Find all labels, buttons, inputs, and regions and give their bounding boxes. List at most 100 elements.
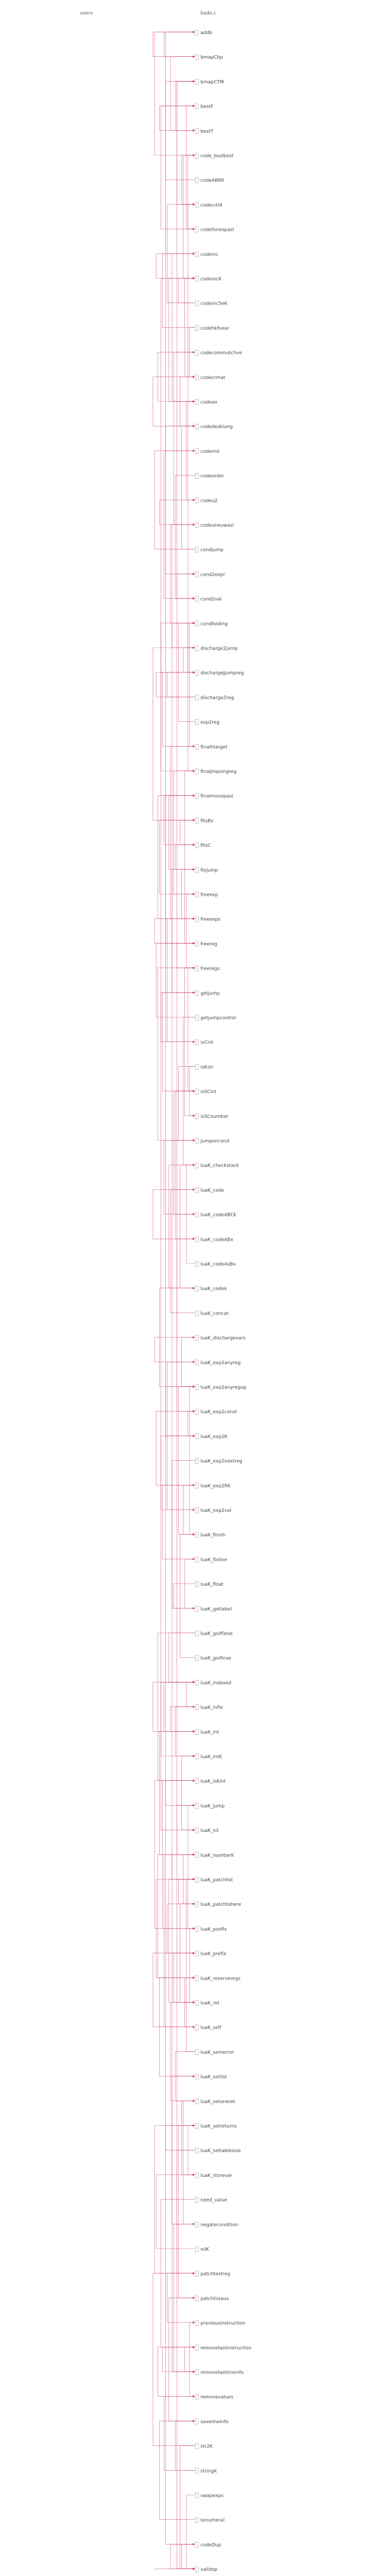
function-node-box[interactable] [195, 78, 199, 85]
function-node[interactable]: codedeskiung [195, 423, 233, 430]
function-node-box[interactable] [195, 473, 199, 479]
function-node[interactable]: luaK_concat [195, 1310, 229, 1316]
function-node[interactable]: getjumpcontrol [195, 1015, 236, 1021]
function-node[interactable]: exp2reg [195, 719, 220, 725]
function-node-box[interactable] [195, 1458, 199, 1464]
function-node[interactable]: codeABRK [195, 177, 225, 183]
function-node-box[interactable] [195, 1384, 199, 1390]
function-node-box[interactable] [195, 1261, 199, 1267]
function-node-box[interactable] [195, 202, 199, 208]
function-node[interactable]: luaK_exp2nextreg [195, 1458, 242, 1464]
function-node-box[interactable] [195, 2419, 199, 2425]
function-node[interactable]: luaK_nil [195, 1827, 219, 1834]
function-node-box[interactable] [195, 1556, 199, 1562]
function-node[interactable]: codeorder [195, 473, 224, 479]
function-node[interactable]: validop [195, 2566, 218, 2572]
function-node[interactable]: luaK_reserveregs [195, 1975, 241, 1981]
function-node[interactable]: luaK_codeAsBx [195, 1261, 236, 1267]
function-node[interactable]: codecrtl4 [195, 202, 222, 208]
function-node-box[interactable] [195, 2098, 199, 2105]
function-node[interactable]: fitsBx [195, 818, 214, 824]
function-node[interactable]: codecommutchve [195, 350, 242, 356]
function-node-box[interactable] [195, 1138, 199, 1144]
function-node-box[interactable] [195, 670, 199, 676]
function-node[interactable]: isSCint [195, 1088, 216, 1095]
function-node-box[interactable] [195, 1064, 199, 1070]
function-node-box[interactable] [195, 2221, 199, 2227]
function-node[interactable]: luaK_prefix [195, 1951, 227, 1957]
function-node[interactable]: luaK_goiffalse [195, 1631, 233, 1637]
function-node-box[interactable] [195, 990, 199, 996]
function-node-box[interactable] [195, 941, 199, 947]
function-node[interactable]: luaK_checkstack [195, 1162, 239, 1168]
function-node-box[interactable] [195, 1015, 199, 1021]
function-node[interactable]: luaK_goiftrue [195, 1655, 231, 1661]
function-node-box[interactable] [195, 793, 199, 799]
function-node-box[interactable] [195, 2000, 199, 2006]
function-node-box[interactable] [195, 522, 199, 528]
function-node[interactable]: bmapCTM [195, 78, 224, 85]
function-node-box[interactable] [195, 2394, 199, 2400]
function-node[interactable]: luaK_exp2anyregup [195, 1384, 246, 1390]
function-node[interactable]: freeregs [195, 966, 220, 972]
function-node-box[interactable] [195, 2369, 199, 2375]
function-node[interactable]: nilK [195, 2246, 210, 2252]
function-node-box[interactable] [195, 1433, 199, 1440]
function-node-box[interactable] [195, 2147, 199, 2154]
function-node[interactable]: stringK [195, 2468, 218, 2474]
function-node[interactable]: bmapCbp [195, 54, 223, 60]
function-node-box[interactable] [195, 596, 199, 602]
function-node[interactable]: codeao [195, 399, 218, 405]
function-node[interactable]: str2K [195, 2443, 213, 2449]
function-node[interactable]: luaK_patchtohere [195, 1901, 241, 1907]
function-node[interactable]: jumponcond [195, 1138, 229, 1144]
function-node-box[interactable] [195, 1926, 199, 1932]
function-node[interactable]: luaK_setoneret [195, 2098, 236, 2105]
function-node[interactable]: luaK_exp2anyreg [195, 1360, 241, 1366]
function-node[interactable]: patchlistaux [195, 2295, 229, 2301]
function-node[interactable]: codefonespasl [195, 227, 234, 233]
function-node-box[interactable] [195, 966, 199, 971]
function-node[interactable]: isSCnumber [195, 1113, 229, 1119]
function-node-box[interactable] [195, 1532, 199, 1538]
function-node-box[interactable] [195, 1113, 199, 1119]
function-node[interactable]: fixjump [195, 867, 218, 873]
function-node-box[interactable] [195, 301, 199, 307]
function-node[interactable]: luaK_isKint [195, 1778, 226, 1784]
function-node[interactable]: negatecondition [195, 2221, 238, 2227]
function-node[interactable]: previousinstruction [195, 2320, 245, 2326]
function-node-box[interactable] [195, 1162, 199, 1168]
function-node-box[interactable] [195, 177, 199, 183]
function-node-box[interactable] [195, 1803, 199, 1809]
function-node[interactable]: code_bsolbest [195, 153, 234, 159]
function-node-box[interactable] [195, 29, 199, 36]
function-node[interactable]: removelastinstruction [195, 2345, 251, 2351]
function-node[interactable]: luaK_dischargevars [195, 1335, 246, 1341]
function-node[interactable]: removelastlineinfo [195, 2369, 244, 2376]
function-node-box[interactable] [195, 1852, 199, 1858]
function-node-box[interactable] [195, 227, 199, 233]
function-node[interactable]: finaljmpsingreg [195, 768, 237, 775]
function-node-box[interactable] [195, 1704, 199, 1711]
function-node-box[interactable] [195, 1606, 199, 1612]
function-node[interactable]: dischargeJjumpreg [195, 670, 244, 676]
function-node[interactable]: dischargeZreg [195, 694, 234, 701]
function-node[interactable]: luaK_float [195, 1581, 224, 1587]
function-node[interactable]: luaK_storevar [195, 2172, 233, 2178]
function-node-box[interactable] [195, 350, 199, 356]
function-node-box[interactable] [195, 2025, 199, 2031]
function-node[interactable]: luaK_posfix [195, 1926, 227, 1932]
function-node-box[interactable] [195, 892, 199, 897]
function-node-box[interactable] [195, 1877, 199, 1883]
function-node-box[interactable] [195, 2345, 199, 2351]
function-node[interactable]: finalmovepasl [195, 793, 233, 799]
function-node[interactable]: luaK_fixline [195, 1556, 227, 1562]
function-node-box[interactable] [195, 374, 199, 381]
function-node-box[interactable] [195, 2074, 199, 2080]
function-node[interactable]: luaK_codeABCk [195, 1212, 237, 1218]
function-node-box[interactable] [195, 842, 199, 848]
function-node-box[interactable] [195, 867, 199, 873]
function-node-box[interactable] [195, 621, 199, 627]
function-node-box[interactable] [195, 103, 199, 109]
function-node[interactable]: luaK_int [195, 1729, 219, 1735]
